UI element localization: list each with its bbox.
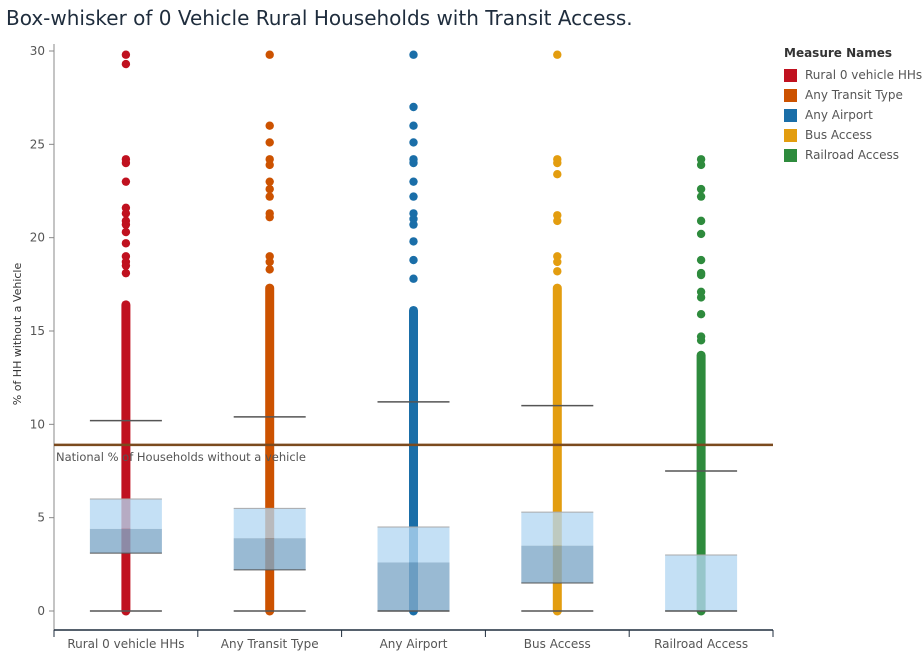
box-upper — [377, 527, 450, 563]
legend-item-bus-access[interactable]: Bus Access — [784, 125, 922, 145]
outlier-point — [265, 160, 274, 170]
legend-label: Railroad Access — [805, 148, 899, 162]
outlier-point — [696, 229, 706, 239]
outlier-point — [265, 138, 274, 147]
box-lower — [89, 528, 162, 554]
outlier-point — [409, 50, 418, 59]
y-tick-label: 5 — [37, 511, 45, 525]
box-upper — [89, 499, 162, 529]
outlier-point — [696, 216, 706, 226]
x-tick-label: Any Airport — [380, 637, 448, 651]
outlier-point — [121, 177, 131, 186]
outlier-point — [265, 265, 274, 274]
outlier-point — [409, 121, 418, 130]
outlier-point — [696, 255, 706, 265]
outlier-point — [265, 257, 274, 267]
series-3 — [521, 50, 594, 616]
outlier-point — [265, 192, 274, 201]
x-tick-label: Rural 0 vehicle HHs — [67, 637, 184, 651]
outlier-point — [409, 138, 418, 147]
outlier-point — [553, 216, 562, 226]
outlier-point — [121, 239, 131, 248]
legend-title: Measure Names — [784, 46, 893, 60]
legend-label: Bus Access — [805, 128, 872, 142]
outlier-point — [121, 227, 131, 237]
legend-swatch — [784, 148, 797, 162]
box-lower — [377, 562, 450, 611]
outlier-point — [696, 310, 706, 319]
outlier-point — [265, 121, 274, 130]
outlier-point — [409, 177, 418, 186]
outlier-point — [121, 209, 131, 218]
y-tick-label: 20 — [30, 231, 45, 245]
y-tick-label: 30 — [30, 44, 45, 58]
outlier-point — [265, 184, 274, 194]
outlier-point — [121, 268, 131, 278]
outlier-point — [265, 212, 274, 222]
legend-item-any-airport[interactable]: Any Airport — [784, 105, 922, 125]
outlier-point — [265, 177, 274, 186]
outlier-point — [121, 50, 131, 59]
box-upper — [665, 555, 738, 611]
legend-label: Any Transit Type — [805, 88, 903, 102]
outlier-point — [409, 237, 418, 246]
y-axis-title: % of HH without a Vehicle — [11, 263, 24, 406]
outlier-point — [696, 160, 706, 170]
outlier-point — [696, 184, 706, 194]
legend: Measure Names Rural 0 vehicle HHs Any Tr… — [784, 46, 922, 165]
series-4 — [665, 155, 738, 616]
outlier-point — [409, 102, 418, 112]
legend-item-rural-0-vehicle[interactable]: Rural 0 vehicle HHs — [784, 65, 922, 85]
outlier-point — [696, 192, 706, 201]
outlier-point — [553, 257, 562, 267]
outlier-point — [409, 158, 418, 168]
y-tick-label: 15 — [30, 324, 45, 338]
box-upper — [233, 508, 306, 539]
x-tick-label: Any Transit Type — [221, 637, 319, 651]
y-tick-label: 25 — [30, 137, 45, 151]
box-lower — [521, 545, 594, 583]
box-upper — [521, 512, 594, 546]
series-2 — [377, 50, 450, 616]
series-1 — [233, 50, 306, 616]
x-tick-label: Bus Access — [524, 637, 591, 651]
x-tick-label: Railroad Access — [654, 637, 748, 651]
outlier-point — [553, 170, 562, 179]
outlier-point — [265, 50, 274, 59]
outlier-point — [696, 270, 706, 280]
outlier-point — [409, 192, 418, 201]
legend-swatch — [784, 128, 797, 142]
outlier-point — [696, 336, 706, 345]
legend-swatch — [784, 108, 797, 122]
legend-label: Any Airport — [805, 108, 873, 122]
outlier-point — [121, 261, 131, 270]
box-lower — [233, 538, 306, 570]
legend-label: Rural 0 vehicle HHs — [805, 68, 923, 82]
legend-item-any-transit[interactable]: Any Transit Type — [784, 85, 922, 105]
outlier-point — [553, 267, 562, 276]
outlier-point — [696, 293, 706, 302]
outlier-point — [409, 255, 418, 265]
outlier-point — [409, 274, 418, 283]
outlier-point — [553, 158, 562, 168]
reference-line-label: National % of Households without a vehic… — [56, 450, 306, 464]
y-tick-label: 0 — [37, 604, 45, 618]
chart-title: Box-whisker of 0 Vehicle Rural Household… — [6, 6, 633, 30]
series-0 — [89, 50, 162, 616]
legend-swatch — [784, 68, 797, 82]
outlier-point — [409, 220, 418, 229]
outlier-point — [121, 59, 131, 69]
outlier-point — [121, 158, 131, 168]
outlier-point — [121, 220, 131, 229]
outlier-point — [553, 50, 562, 59]
legend-swatch — [784, 88, 797, 102]
legend-item-railroad-access[interactable]: Railroad Access — [784, 145, 922, 165]
y-tick-label: 10 — [30, 417, 45, 431]
